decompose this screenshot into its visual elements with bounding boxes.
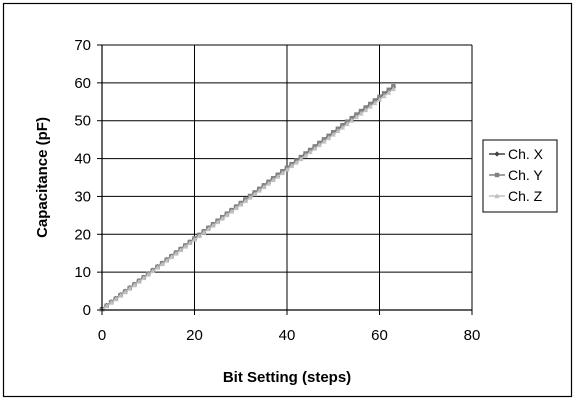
data-point-2-7 [131,282,137,288]
data-point-2-23 [205,226,211,232]
data-point-2-33 [252,191,258,197]
x-axis-title: Bit Setting (steps) [223,369,351,386]
y-tick-label-10: 10 [74,264,91,281]
data-point-2-53 [344,121,350,127]
data-point-1-61 [381,91,387,96]
data-point-2-24 [210,222,216,228]
data-point-2-35 [261,184,267,190]
data-point-1-63 [391,84,396,89]
tick-labels: 0 10 20 30 40 50 60 70 0 20 40 60 80 [74,37,480,344]
data-point-2-14 [164,257,170,263]
data-point-1-60 [377,94,382,100]
data-point-2-10 [145,272,151,277]
data-point-2-40 [284,166,290,172]
data-point-2-56 [358,110,364,116]
legend-entry-1: Ch. Y [489,167,543,183]
data-point-2-47 [316,142,322,148]
data-point-2-60 [376,96,383,102]
legend-marker-2 [494,193,500,199]
data-point-2-50 [330,131,336,137]
y-tick-label-70: 70 [74,37,91,54]
data-point-2-6 [127,286,133,291]
legend-entry-0: Ch. X [489,146,544,162]
data-point-2-55 [353,114,359,120]
data-point-2-16 [173,250,179,256]
data-point-2-38 [275,173,281,179]
data-point-2-5 [122,289,128,295]
data-point-2-32 [247,194,253,200]
data-point-2-43 [298,156,304,162]
legend-label-2: Ch. Z [508,188,543,204]
data-point-2-30 [238,201,244,207]
data-point-2-42 [293,159,299,165]
x-tick-label-80: 80 [464,327,481,344]
data-point-2-21 [196,233,202,239]
data-point-2-63 [390,86,396,92]
x-tick-label-60: 60 [371,327,388,344]
x-tick-label-40: 40 [279,327,296,344]
x-tick-label-0: 0 [98,327,106,344]
data-point-2-36 [265,180,272,186]
data-point-2-15 [168,254,174,260]
data-point-2-3 [113,296,119,302]
data-point-2-39 [279,170,285,176]
data-point-2-25 [215,219,221,225]
data-point-2-20 [191,236,198,242]
data-point-2-41 [289,163,295,169]
legend-marker-1 [494,172,500,178]
legend-entry-2: Ch. Z [489,188,543,204]
data-point-2-19 [187,240,193,246]
axes [97,44,473,315]
y-tick-label-0: 0 [83,302,91,319]
data-point-2-46 [312,145,318,151]
data-point-2-26 [219,215,225,221]
data-point-2-34 [256,187,262,193]
data-point-2-11 [150,268,156,274]
legend-label-1: Ch. Y [508,167,543,183]
y-axis-title: Capacitance (pF) [34,117,51,238]
data-point-2-12 [154,265,161,270]
legend-marker-0 [494,151,500,157]
y-tick-label-40: 40 [74,151,91,168]
data-point-2-18 [182,243,188,249]
data-point-2-62 [386,89,392,95]
data-point-2-8 [136,279,142,284]
data-point-2-37 [270,177,276,183]
data-point-2-44 [302,152,309,158]
legend-label-0: Ch. X [508,146,544,162]
data-point-2-48 [321,138,327,144]
x-tick-label-20: 20 [186,327,203,344]
data-point-1-59 [372,98,378,103]
data-point-2-58 [367,103,373,109]
data-point-2-22 [201,229,207,235]
data-point-1-62 [386,87,391,92]
data-point-2-51 [335,128,341,134]
data-point-2-61 [381,93,387,99]
data-point-2-52 [339,124,346,130]
legend: Ch. X Ch. Y Ch. Z [482,139,558,213]
data-point-2-2 [108,300,114,305]
data-point-2-4 [117,293,124,298]
data-point-2-13 [159,261,165,267]
y-tick-label-20: 20 [74,226,91,243]
y-tick-label-50: 50 [74,113,91,130]
data-point-2-31 [242,198,248,204]
data-point-2-27 [224,212,230,218]
data-point-2-57 [363,107,369,113]
data-point-2-49 [326,135,332,141]
y-tick-label-30: 30 [74,188,91,205]
data-point-2-9 [141,275,147,281]
data-point-2-29 [233,205,239,211]
data-point-2-1 [104,303,110,309]
data-point-2-54 [349,117,355,123]
y-tick-label-60: 60 [74,75,91,92]
data-point-2-45 [307,149,313,155]
data-point-2-59 [372,100,378,106]
data-point-2-28 [228,208,235,214]
gridlines [102,44,473,310]
data-point-2-17 [178,247,184,253]
